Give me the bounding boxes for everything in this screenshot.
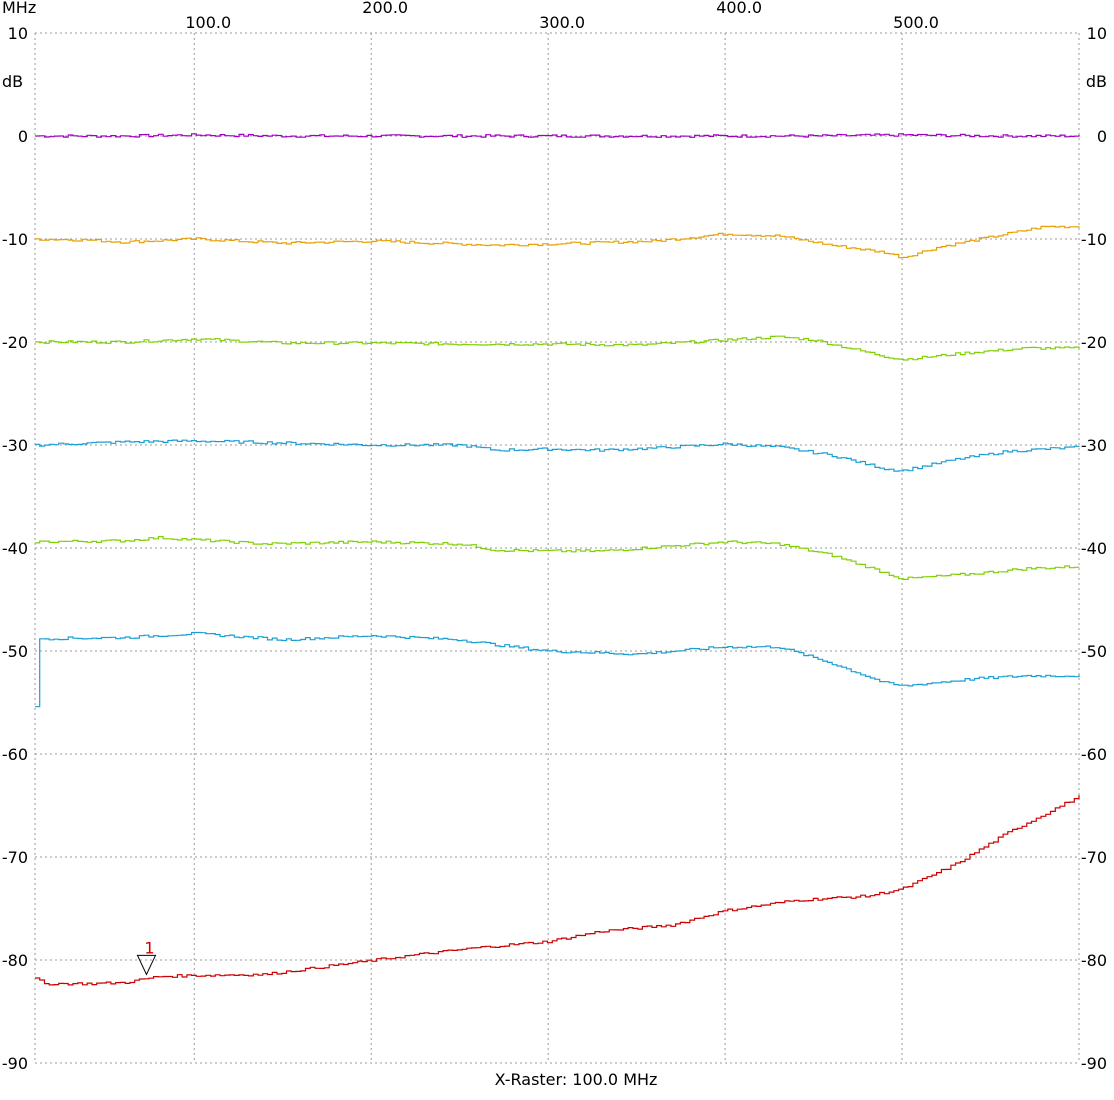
y-tick-label-left: -30 (2, 436, 28, 455)
x-raster-label: X-Raster: 100.0 MHz (495, 1070, 658, 1089)
series-line-5 (35, 536, 1080, 580)
series-line-3 (35, 335, 1080, 361)
y-tick-label-right: -10 (1081, 230, 1107, 249)
y-tick-label-right: 10 (1087, 24, 1107, 43)
grid (34, 32, 1080, 1064)
series-group (35, 133, 1080, 986)
x-tick-label: 100.0 (185, 13, 231, 32)
x-tick-label: 200.0 (362, 0, 408, 17)
x-unit-label: MHz (2, 0, 36, 17)
y-tick-label-right: -30 (1081, 436, 1107, 455)
y-tick-label-left: -90 (2, 1054, 28, 1073)
y-tick-label-left: -10 (2, 230, 28, 249)
x-tick-label: 300.0 (539, 13, 585, 32)
y-tick-label-right: -20 (1081, 333, 1107, 352)
y-tick-label-right: 0 (1097, 127, 1107, 146)
series-line-1 (35, 133, 1080, 138)
y-tick-label-right: -70 (1081, 848, 1107, 867)
y-tick-label-right: -40 (1081, 539, 1107, 558)
marker-label: 1 (144, 938, 154, 957)
y-unit-label-right: dB (1086, 72, 1107, 91)
y-tick-label-left: 0 (18, 127, 28, 146)
marker-triangle-icon[interactable] (136, 954, 157, 976)
y-tick-label-left: 10 (8, 24, 28, 43)
y-tick-label-right: -50 (1081, 642, 1107, 661)
series-line-2 (35, 225, 1080, 259)
series-line-6 (35, 631, 1080, 708)
series-line-4 (35, 439, 1080, 472)
y-tick-label-right: -90 (1081, 1054, 1107, 1073)
marker-group: 1 (136, 938, 157, 976)
y-tick-label-left: -40 (2, 539, 28, 558)
y-tick-label-left: -60 (2, 745, 28, 764)
y-tick-label-left: -20 (2, 333, 28, 352)
y-tick-label-right: -60 (1081, 745, 1107, 764)
x-tick-label: 400.0 (716, 0, 762, 17)
y-tick-label-left: -50 (2, 642, 28, 661)
series-line-7 (35, 795, 1080, 986)
x-tick-label: 500.0 (893, 13, 939, 32)
y-tick-label-left: -70 (2, 848, 28, 867)
y-unit-label-left: dB (2, 72, 23, 91)
y-tick-label-right: -80 (1081, 951, 1107, 970)
y-tick-label-left: -80 (2, 951, 28, 970)
